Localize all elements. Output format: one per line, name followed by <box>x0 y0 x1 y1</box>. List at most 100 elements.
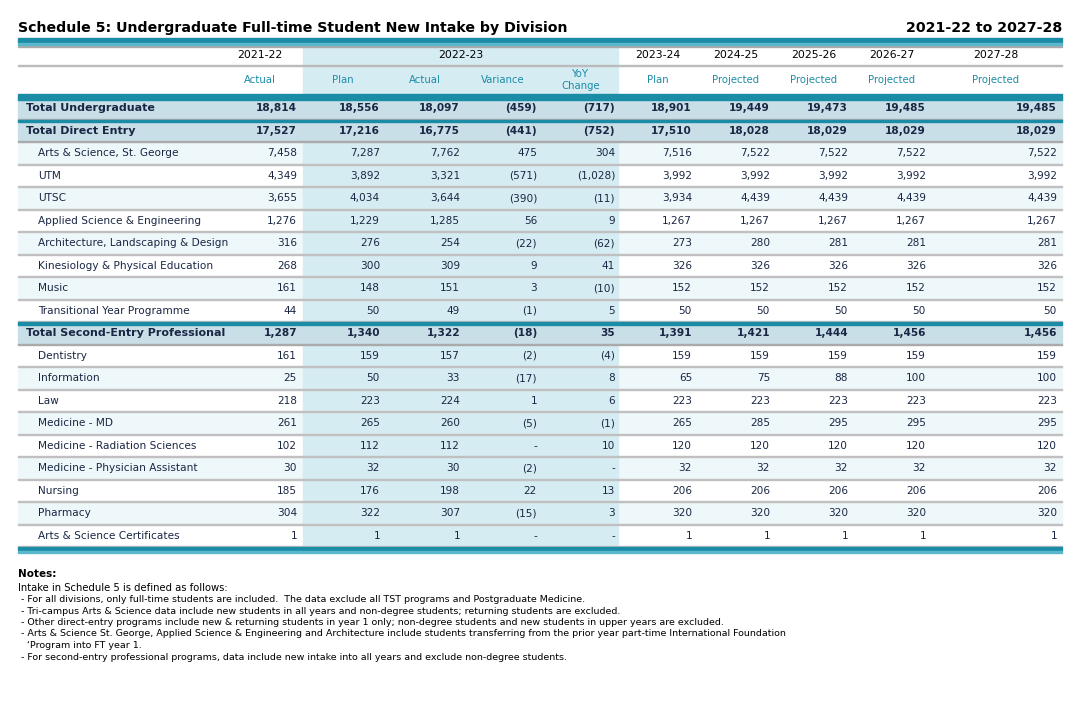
Text: 218: 218 <box>276 396 297 406</box>
Text: 32: 32 <box>835 463 848 473</box>
Text: 4,034: 4,034 <box>350 193 380 203</box>
Text: 2027-28: 2027-28 <box>973 50 1018 60</box>
Text: (571): (571) <box>509 171 537 181</box>
Text: 281: 281 <box>1037 238 1057 248</box>
Text: (459): (459) <box>505 103 537 114</box>
Text: ‘Program into FT year 1.: ‘Program into FT year 1. <box>18 641 141 650</box>
Text: 159: 159 <box>360 350 380 361</box>
Text: 7,516: 7,516 <box>662 148 692 158</box>
Bar <box>18 322 1062 344</box>
Text: 18,814: 18,814 <box>256 103 297 114</box>
Text: 5: 5 <box>608 306 615 315</box>
Text: 1,285: 1,285 <box>430 216 460 226</box>
Text: 17,527: 17,527 <box>256 125 297 136</box>
Text: (1,028): (1,028) <box>577 171 615 181</box>
Text: 1: 1 <box>686 531 692 540</box>
Text: 326: 326 <box>828 261 848 271</box>
Text: 32: 32 <box>757 463 770 473</box>
Bar <box>18 232 1062 254</box>
Text: (4): (4) <box>600 350 615 361</box>
Text: UTM: UTM <box>38 171 60 181</box>
Text: 223: 223 <box>750 396 770 406</box>
Bar <box>18 367 1062 390</box>
Text: 50: 50 <box>913 306 926 315</box>
Bar <box>303 210 618 232</box>
Text: 320: 320 <box>1037 508 1057 518</box>
Bar <box>303 412 618 435</box>
Text: - Arts & Science St. George, Applied Science & Engineering and Architecture incl: - Arts & Science St. George, Applied Sci… <box>18 629 786 639</box>
Text: 1,456: 1,456 <box>892 328 926 339</box>
Text: 320: 320 <box>828 508 848 518</box>
Text: Arts & Science Certificates: Arts & Science Certificates <box>38 531 179 540</box>
Text: (752): (752) <box>583 125 615 136</box>
Text: 2023-24: 2023-24 <box>635 50 680 60</box>
Text: (18): (18) <box>513 328 537 339</box>
Text: 1,267: 1,267 <box>662 216 692 226</box>
Text: 44: 44 <box>284 306 297 315</box>
Text: 9: 9 <box>608 216 615 226</box>
Text: 1,444: 1,444 <box>814 328 848 339</box>
Text: 1: 1 <box>454 531 460 540</box>
Text: 4,439: 4,439 <box>896 193 926 203</box>
Bar <box>303 344 618 367</box>
Text: -: - <box>611 531 615 540</box>
Text: 13: 13 <box>602 486 615 496</box>
Text: 7,522: 7,522 <box>1027 148 1057 158</box>
Text: 224: 224 <box>441 396 460 406</box>
Text: - For second-entry professional programs, data include new intake into all years: - For second-entry professional programs… <box>18 653 567 662</box>
Text: 4,349: 4,349 <box>267 171 297 181</box>
Text: 280: 280 <box>750 238 770 248</box>
Text: 223: 223 <box>906 396 926 406</box>
Bar <box>18 165 1062 187</box>
Bar <box>18 546 1062 547</box>
Text: 320: 320 <box>750 508 770 518</box>
Text: 2021-22 to 2027-28: 2021-22 to 2027-28 <box>906 21 1062 35</box>
Bar <box>303 390 618 412</box>
Text: 50: 50 <box>757 306 770 315</box>
Text: 1,267: 1,267 <box>740 216 770 226</box>
Text: 19,485: 19,485 <box>886 103 926 114</box>
Text: 309: 309 <box>440 261 460 271</box>
Text: 273: 273 <box>672 238 692 248</box>
Text: Notes:: Notes: <box>18 569 56 579</box>
Text: 1,267: 1,267 <box>896 216 926 226</box>
Text: Dentistry: Dentistry <box>38 350 87 361</box>
Text: (15): (15) <box>515 508 537 518</box>
Text: 56: 56 <box>524 216 537 226</box>
Text: 1: 1 <box>530 396 537 406</box>
Text: Schedule 5: Undergraduate Full-time Student New Intake by Division: Schedule 5: Undergraduate Full-time Stud… <box>18 21 567 35</box>
Text: 152: 152 <box>828 283 848 293</box>
Text: 206: 206 <box>750 486 770 496</box>
Text: Intake in Schedule 5 is defined as follows:: Intake in Schedule 5 is defined as follo… <box>18 583 228 593</box>
Bar <box>18 457 1062 479</box>
Text: 3,992: 3,992 <box>662 171 692 181</box>
Text: 159: 159 <box>672 350 692 361</box>
Text: 148: 148 <box>360 283 380 293</box>
Text: Arts & Science, St. George: Arts & Science, St. George <box>38 148 178 158</box>
Bar <box>303 254 618 277</box>
Text: 1: 1 <box>291 531 297 540</box>
Bar <box>18 434 1062 435</box>
Bar <box>18 388 1062 390</box>
Text: (1): (1) <box>600 418 615 428</box>
Text: 2026-27: 2026-27 <box>869 50 914 60</box>
Text: 7,458: 7,458 <box>267 148 297 158</box>
Bar <box>18 186 1062 187</box>
Bar <box>18 366 1062 367</box>
Bar <box>303 299 618 322</box>
Text: (1): (1) <box>522 306 537 315</box>
Bar <box>18 456 1062 457</box>
Text: 10: 10 <box>602 441 615 451</box>
Bar <box>18 524 1062 547</box>
Text: 3,992: 3,992 <box>740 171 770 181</box>
Text: 304: 304 <box>595 148 615 158</box>
Text: 206: 206 <box>828 486 848 496</box>
Text: 7,522: 7,522 <box>896 148 926 158</box>
Text: 254: 254 <box>441 238 460 248</box>
Text: 161: 161 <box>278 283 297 293</box>
Text: 1,287: 1,287 <box>264 328 297 339</box>
Text: 17,216: 17,216 <box>339 125 380 136</box>
Text: 18,029: 18,029 <box>886 125 926 136</box>
Text: 2022-23: 2022-23 <box>437 50 483 60</box>
Text: Information: Information <box>38 373 99 383</box>
